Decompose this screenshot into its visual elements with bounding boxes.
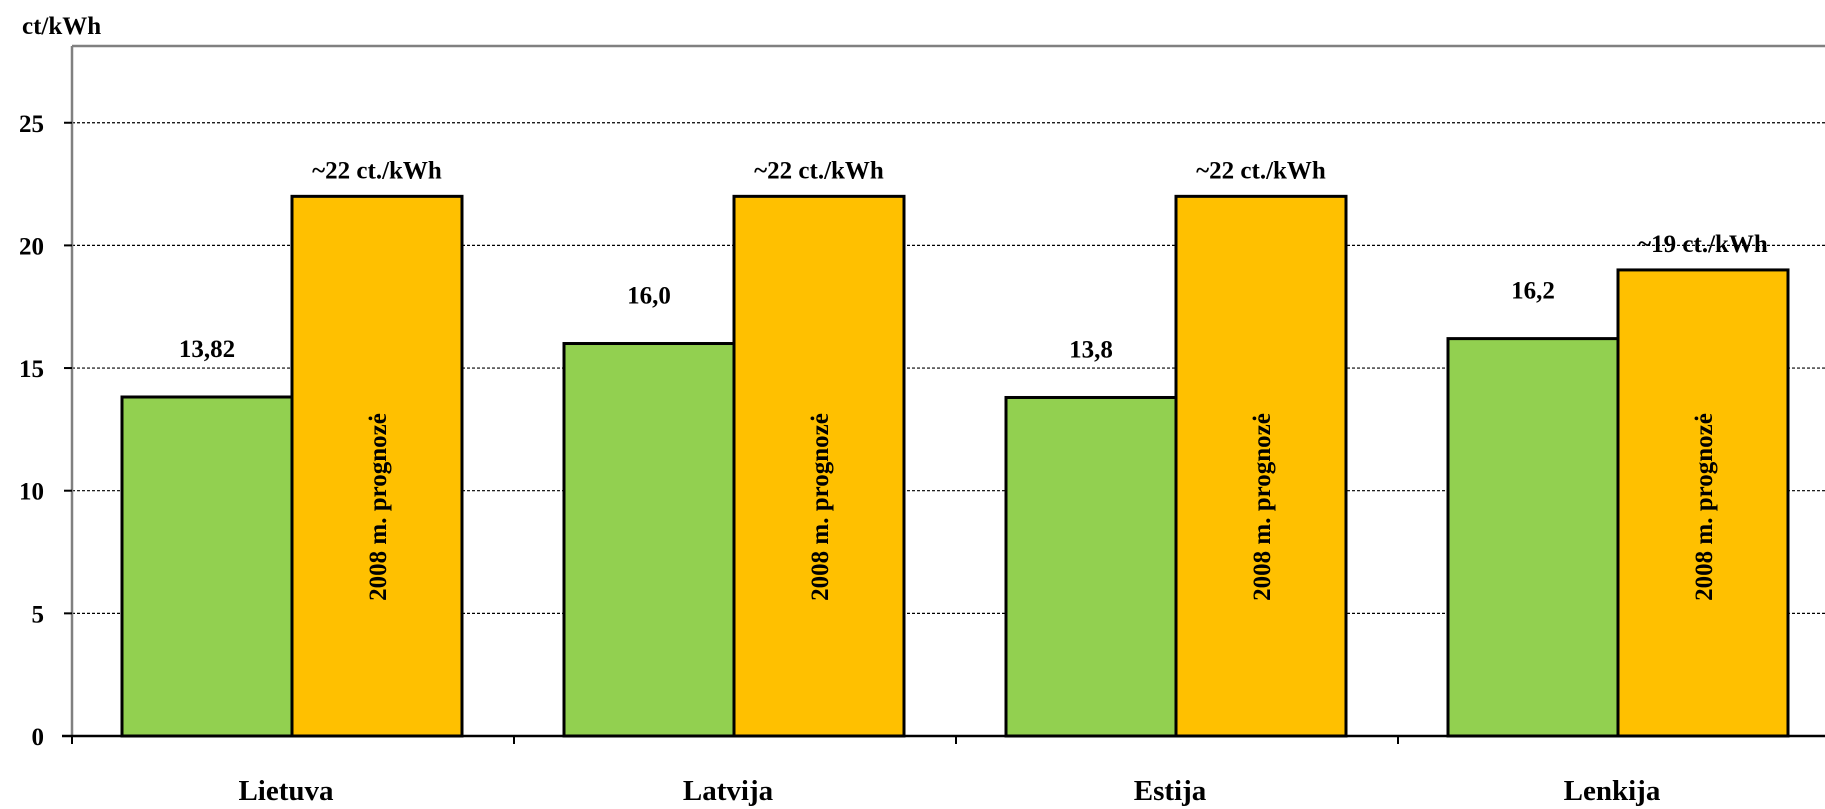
bar-forecast-latvija: [732, 194, 906, 738]
bar-actual-lietuva: [120, 395, 294, 738]
category-label: Latvija: [683, 775, 774, 807]
y-tick-label: 5: [32, 601, 45, 628]
y-tick-label: 0: [32, 724, 45, 751]
category-label: Estija: [1134, 775, 1207, 807]
bars: [120, 194, 1790, 738]
bar-forecast-lenkija: [1616, 268, 1790, 738]
data-label: ~22 ct./kWh: [312, 157, 442, 184]
bar-inner-label: 2008 m. prognozė: [365, 413, 392, 601]
bar-actual-lenkija: [1446, 337, 1620, 738]
bar-actual-latvija: [562, 342, 736, 738]
data-label: ~22 ct./kWh: [1196, 157, 1326, 184]
data-label: 16,2: [1511, 278, 1555, 305]
labels: ct/kWh 0 5 10 15 20 25 13,82 ~22 ct./kWh 2008 m.…: [19, 13, 1768, 807]
bar-inner-label: 2008 m. prognozė: [807, 413, 834, 601]
y-tick-label: 25: [19, 111, 44, 138]
axes: [62, 44, 1825, 744]
data-label: ~22 ct./kWh: [754, 157, 884, 184]
bar-actual-estija: [1004, 395, 1178, 738]
data-label: 16,0: [627, 283, 671, 310]
y-tick-label: 10: [19, 479, 44, 506]
data-label: 13,8: [1069, 336, 1113, 363]
bar-forecast-estija: [1174, 194, 1348, 738]
data-label: ~19 ct./kWh: [1638, 231, 1768, 258]
category-label: Lietuva: [238, 775, 334, 807]
category-label: Lenkija: [1564, 775, 1661, 807]
bar-inner-label: 2008 m. prognozė: [1249, 413, 1276, 601]
y-tick-label: 15: [19, 356, 44, 383]
y-tick-label: 20: [19, 233, 44, 260]
bar-inner-label: 2008 m. prognozė: [1691, 413, 1718, 601]
y-axis-label: ct/kWh: [22, 13, 101, 40]
data-label: 13,82: [179, 336, 235, 363]
